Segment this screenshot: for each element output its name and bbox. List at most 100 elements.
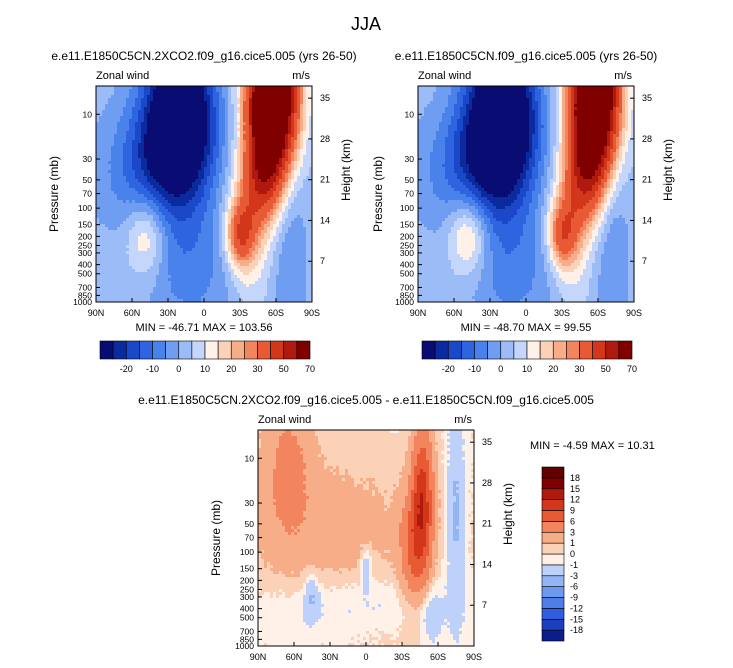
contour-cell bbox=[246, 239, 250, 243]
contour-cell bbox=[279, 134, 283, 138]
contour-cell bbox=[258, 203, 262, 207]
contour-cell bbox=[147, 245, 151, 249]
contour-cell bbox=[264, 152, 268, 156]
contour-cell bbox=[261, 161, 265, 165]
contour-cell bbox=[201, 290, 205, 294]
contour-cell bbox=[261, 137, 265, 141]
contour-cell bbox=[300, 287, 304, 291]
contour-cell bbox=[117, 233, 121, 237]
contour-cell bbox=[99, 176, 103, 180]
contour-cell bbox=[99, 230, 103, 234]
contour-cell bbox=[216, 233, 220, 237]
contour-cell bbox=[120, 188, 124, 192]
contour-cell bbox=[159, 182, 163, 186]
contour-cell bbox=[120, 200, 124, 204]
contour-cell bbox=[132, 257, 136, 261]
contour-cell bbox=[174, 170, 178, 174]
contour-cell bbox=[288, 146, 292, 150]
contour-cell bbox=[162, 104, 166, 108]
contour-cell bbox=[243, 134, 247, 138]
contour-cell bbox=[237, 209, 241, 213]
contour-cell bbox=[108, 239, 112, 243]
contour-cell bbox=[270, 194, 274, 198]
contour-cell bbox=[180, 200, 184, 204]
contour-cell bbox=[108, 86, 112, 90]
contour-cell bbox=[210, 104, 214, 108]
contour-cell bbox=[141, 224, 145, 228]
contour-cell bbox=[174, 185, 178, 189]
contour-cell bbox=[297, 167, 301, 171]
contour-cell bbox=[243, 137, 247, 141]
contour-cell bbox=[285, 95, 289, 99]
contour-cell bbox=[306, 92, 310, 96]
contour-cell bbox=[177, 290, 181, 294]
contour-cell bbox=[192, 266, 196, 270]
contour-cell bbox=[294, 287, 298, 291]
contour-cell bbox=[159, 248, 163, 252]
contour-cell bbox=[135, 98, 139, 102]
contour-cell bbox=[249, 206, 253, 210]
contour-cell bbox=[96, 230, 100, 234]
contour-cell bbox=[243, 131, 247, 135]
contour-cell bbox=[123, 104, 127, 108]
contour-cell bbox=[117, 155, 121, 159]
contour-cell bbox=[144, 110, 148, 114]
contour-cell bbox=[252, 290, 256, 294]
contour-cell bbox=[237, 284, 241, 288]
contour-cell bbox=[138, 113, 142, 117]
contour-cell bbox=[309, 287, 312, 291]
contour-cell bbox=[159, 290, 163, 294]
contour-cell bbox=[108, 203, 112, 207]
contour-cell bbox=[270, 164, 274, 168]
contour-cell bbox=[219, 284, 223, 288]
contour-cell bbox=[126, 206, 130, 210]
contour-cell bbox=[243, 257, 247, 261]
contour-cell bbox=[135, 173, 139, 177]
contour-cell bbox=[222, 116, 226, 120]
contour-cell bbox=[261, 143, 265, 147]
contour-cell bbox=[117, 170, 121, 174]
contour-cell bbox=[117, 89, 121, 93]
contour-cell bbox=[189, 254, 193, 258]
contour-cell bbox=[207, 248, 211, 252]
contour-cell bbox=[306, 149, 310, 153]
contour-cell bbox=[150, 137, 154, 141]
contour-cell bbox=[285, 230, 289, 234]
contour-cell bbox=[297, 215, 301, 219]
contour-cell bbox=[246, 167, 250, 171]
contour-cell bbox=[258, 227, 262, 231]
contour-cell bbox=[252, 143, 256, 147]
contour-cell bbox=[210, 251, 214, 255]
contour-cell bbox=[129, 116, 133, 120]
contour-cell bbox=[153, 254, 157, 258]
contour-cell bbox=[153, 149, 157, 153]
contour-cell bbox=[261, 215, 265, 219]
contour-cell bbox=[243, 203, 247, 207]
contour-cell bbox=[213, 167, 217, 171]
contour-cell bbox=[252, 182, 256, 186]
contour-cell bbox=[264, 176, 268, 180]
contour-cell bbox=[192, 92, 196, 96]
contour-cell bbox=[279, 224, 283, 228]
contour-cell bbox=[177, 176, 181, 180]
contour-cell bbox=[204, 257, 208, 261]
contour-cell bbox=[309, 113, 312, 117]
contour-cell bbox=[267, 176, 271, 180]
contour-cell bbox=[264, 236, 268, 240]
contour-cell bbox=[234, 104, 238, 108]
contour-cell bbox=[150, 176, 154, 180]
contour-cell bbox=[240, 203, 244, 207]
contour-cell bbox=[294, 167, 298, 171]
contour-cell bbox=[285, 152, 289, 156]
contour-cell bbox=[237, 227, 241, 231]
contour-cell bbox=[105, 197, 109, 201]
contour-cell bbox=[303, 290, 307, 294]
contour-cell bbox=[150, 236, 154, 240]
contour-cell bbox=[150, 110, 154, 114]
contour-cell bbox=[279, 152, 283, 156]
contour-cell bbox=[174, 134, 178, 138]
contour-cell bbox=[201, 185, 205, 189]
contour-cell bbox=[192, 242, 196, 246]
contour-cell bbox=[126, 179, 130, 183]
contour-cell bbox=[276, 197, 280, 201]
